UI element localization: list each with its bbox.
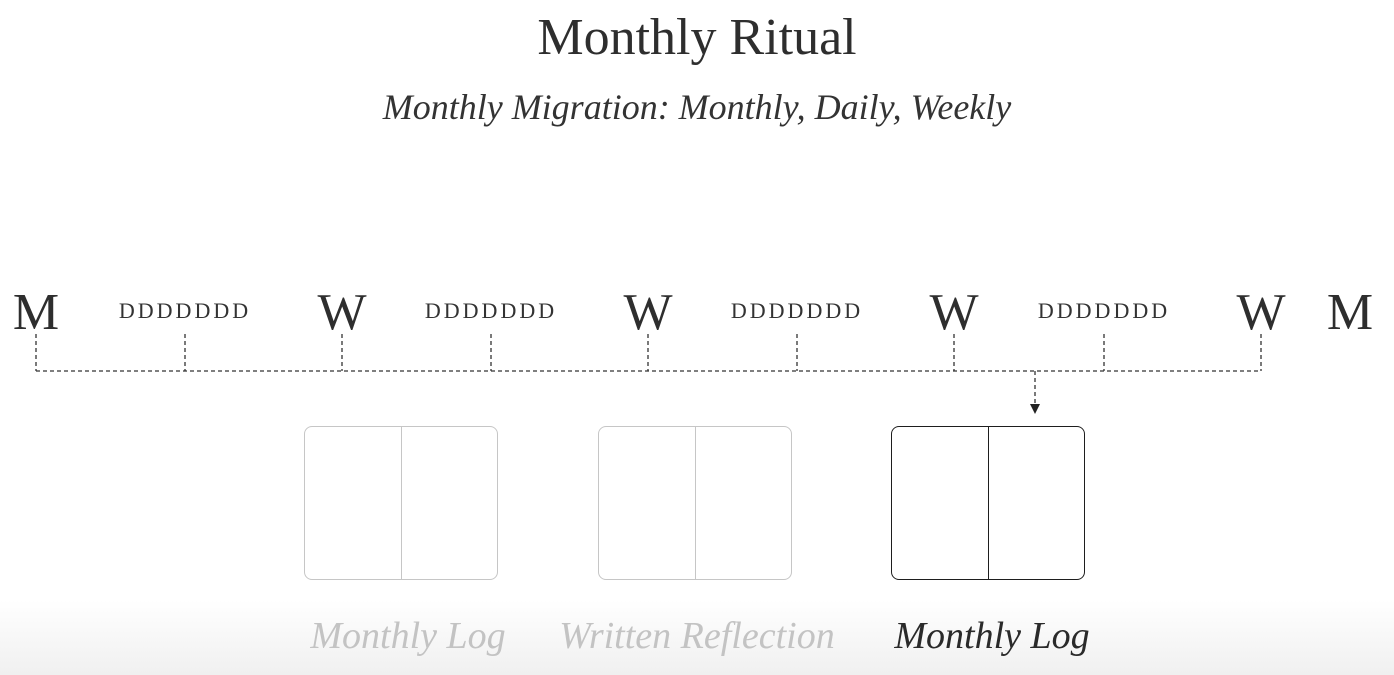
marker-week-4: W <box>1236 284 1286 341</box>
notebook-spine <box>401 427 402 579</box>
marker-month-start: M <box>12 284 60 341</box>
notebook-spine <box>695 427 696 579</box>
day-group-3: DDDDDDD <box>730 298 864 323</box>
marker-month-end: M <box>1326 284 1374 341</box>
notebook-label-monthly-log-active: Monthly Log <box>894 615 1090 657</box>
arrow-head <box>1030 404 1040 414</box>
notebook-label-written-reflection: Written Reflection <box>559 615 835 657</box>
notebook-written-reflection <box>598 426 792 580</box>
notebook-monthly-log-muted <box>304 426 498 580</box>
marker-week-2: W <box>623 284 673 341</box>
notebook-monthly-log-active <box>891 426 1085 580</box>
marker-week-3: W <box>929 284 979 341</box>
day-group-2: DDDDDDD <box>424 298 558 323</box>
day-group-4: DDDDDDD <box>1037 298 1171 323</box>
notebook-spine <box>988 427 989 579</box>
bottom-fade <box>0 600 1394 675</box>
day-group-1: DDDDDDD <box>118 298 252 323</box>
page-title: Monthly Ritual <box>537 9 857 66</box>
notebook-label-monthly-log-muted: Monthly Log <box>310 615 506 657</box>
marker-week-1: W <box>317 284 367 341</box>
page-subtitle: Monthly Migration: Monthly, Daily, Weekl… <box>382 87 1012 127</box>
